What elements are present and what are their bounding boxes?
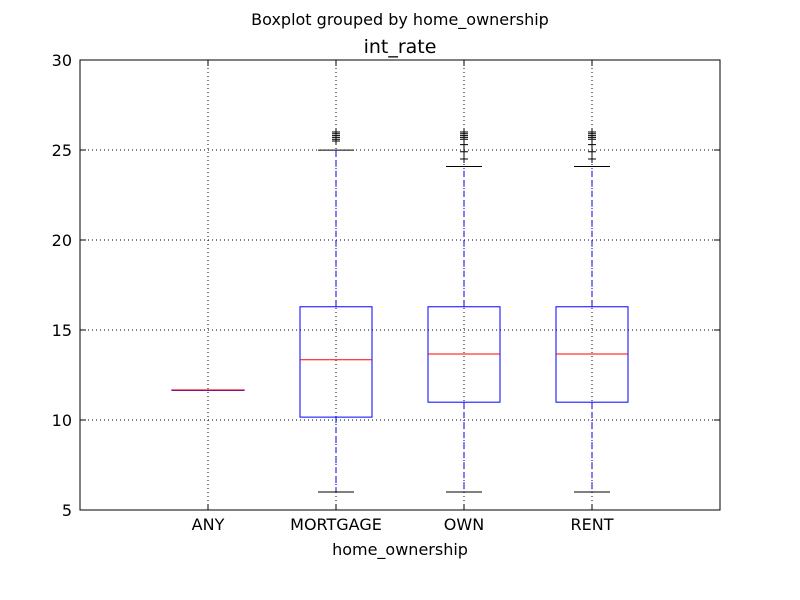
y-tick-label: 10 <box>52 411 72 430</box>
chart-title: int_rate <box>364 36 437 58</box>
outlier-point <box>460 155 468 163</box>
y-tick-label: 25 <box>52 141 72 160</box>
x-axis-label: home_ownership <box>332 540 468 560</box>
iqr-box <box>299 306 373 418</box>
x-tick-label: ANY <box>192 515 225 534</box>
y-tick-label: 20 <box>52 231 72 250</box>
outlier-point <box>460 147 468 156</box>
box-rent <box>555 128 629 493</box>
box-any <box>171 389 245 391</box>
y-tick-label: 30 <box>52 51 72 70</box>
y-tick-label: 5 <box>62 501 72 520</box>
box-mortgage <box>299 128 373 493</box>
outlier-point <box>588 155 596 163</box>
grid-lines <box>80 60 720 510</box>
outlier-point <box>588 147 596 156</box>
iqr-box <box>555 306 629 403</box>
chart-suptitle: Boxplot grouped by home_ownership <box>251 10 549 30</box>
axis-ticks: 5 10 15 20 25 30 ANY MORTGAGE OWN RENT <box>52 51 720 534</box>
outlier-point <box>332 128 340 136</box>
outlier-point <box>460 128 468 136</box>
boxes-group <box>171 128 629 493</box>
x-tick-label: OWN <box>444 515 484 534</box>
y-tick-label: 15 <box>52 321 72 340</box>
iqr-box <box>427 306 501 403</box>
plot-frame <box>79 59 721 511</box>
outlier-point <box>588 128 596 136</box>
box-own <box>427 128 501 493</box>
x-tick-label: RENT <box>571 515 614 534</box>
x-tick-label: MORTGAGE <box>290 515 382 534</box>
